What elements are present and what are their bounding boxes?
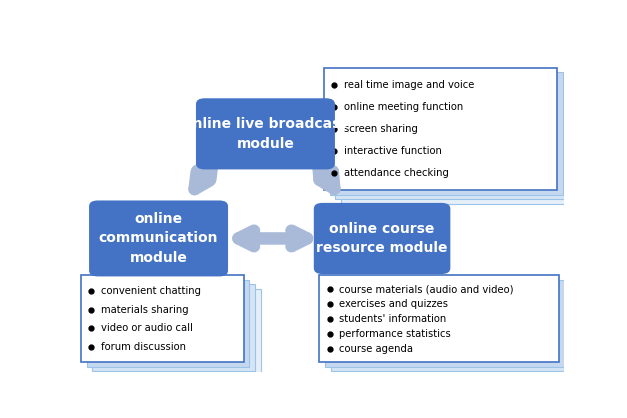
FancyBboxPatch shape (324, 68, 557, 190)
FancyBboxPatch shape (98, 289, 261, 376)
FancyBboxPatch shape (325, 280, 566, 367)
FancyBboxPatch shape (341, 82, 574, 204)
Text: real time image and voice: real time image and voice (344, 80, 475, 90)
FancyBboxPatch shape (87, 280, 250, 367)
FancyBboxPatch shape (330, 285, 571, 371)
Text: forum discussion: forum discussion (101, 342, 186, 352)
FancyBboxPatch shape (319, 275, 559, 362)
Text: course agenda: course agenda (339, 344, 413, 354)
FancyBboxPatch shape (196, 98, 335, 169)
Text: exercises and quizzes: exercises and quizzes (339, 299, 448, 309)
Text: online
communication
module: online communication module (99, 212, 218, 265)
Text: performance statistics: performance statistics (339, 329, 451, 339)
Text: attendance checking: attendance checking (344, 168, 449, 178)
Text: video or audio call: video or audio call (101, 323, 193, 333)
FancyBboxPatch shape (92, 285, 255, 371)
FancyBboxPatch shape (337, 289, 577, 376)
FancyBboxPatch shape (314, 203, 450, 274)
Text: online course
resource module: online course resource module (317, 222, 448, 255)
Text: materials sharing: materials sharing (101, 305, 189, 315)
Text: online live broadcast
module: online live broadcast module (184, 117, 347, 150)
Text: screen sharing: screen sharing (344, 124, 418, 134)
Text: interactive function: interactive function (344, 146, 442, 156)
Text: course materials (audio and video): course materials (audio and video) (339, 284, 514, 294)
Text: convenient chatting: convenient chatting (101, 286, 201, 296)
FancyBboxPatch shape (81, 275, 244, 362)
FancyBboxPatch shape (89, 201, 228, 276)
Text: online meeting function: online meeting function (344, 102, 463, 112)
FancyBboxPatch shape (335, 77, 569, 199)
Text: students' information: students' information (339, 314, 446, 324)
FancyBboxPatch shape (330, 72, 563, 195)
